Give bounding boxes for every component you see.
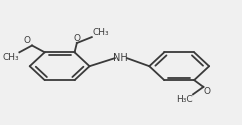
Text: CH₃: CH₃: [2, 53, 19, 62]
Text: O: O: [204, 87, 211, 96]
Text: O: O: [24, 36, 31, 45]
Text: H₃C: H₃C: [176, 95, 192, 104]
Text: CH₃: CH₃: [92, 28, 109, 37]
Text: O: O: [73, 34, 80, 43]
Text: NH: NH: [113, 52, 128, 62]
